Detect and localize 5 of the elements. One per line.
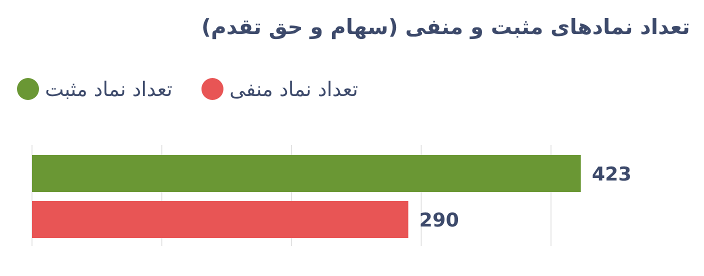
legend-label: تعداد نماد منفی [229,77,358,101]
legend-label: تعداد نماد مثبت [45,77,172,101]
data-label: 423 [592,164,632,186]
data-label: 290 [419,210,459,232]
chart-title: تعداد نمادهای مثبت و منفی (سهام و حق تقدم) [201,15,690,40]
